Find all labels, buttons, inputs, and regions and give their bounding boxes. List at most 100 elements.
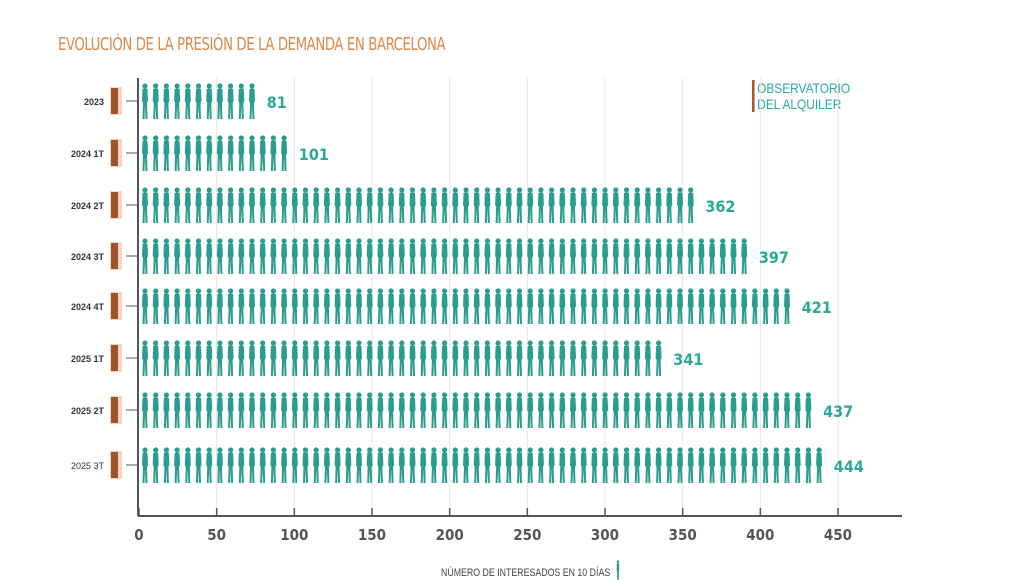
- person-mark: [259, 238, 266, 274]
- person-mark: [142, 238, 148, 274]
- person-mark: [142, 392, 148, 428]
- person-mark: [152, 288, 159, 324]
- person-mark: [537, 392, 544, 428]
- category-label: 2025 2T: [71, 406, 105, 416]
- person-mark: [302, 392, 309, 428]
- category-label: 2023: [84, 97, 104, 107]
- person-mark: [655, 392, 662, 428]
- person-mark: [762, 288, 769, 324]
- person-mark: [281, 135, 288, 171]
- person-mark: [420, 187, 427, 223]
- person-mark: [548, 288, 555, 324]
- person-mark: [302, 187, 309, 223]
- door-panel: [111, 293, 118, 319]
- person-mark: [174, 135, 181, 171]
- category-label: 2025 3T: [71, 461, 105, 471]
- person-mark: [216, 392, 223, 428]
- person-mark: [152, 135, 159, 171]
- person-mark: [323, 340, 330, 376]
- person-mark: [730, 288, 737, 324]
- person-mark: [677, 447, 683, 483]
- person-mark: [227, 187, 234, 223]
- person-mark: [634, 392, 641, 428]
- person-mark: [730, 447, 737, 483]
- person-mark: [313, 447, 320, 483]
- x-tick-label: 400: [746, 526, 774, 544]
- person-mark: [430, 447, 437, 483]
- person-mark: [559, 340, 566, 376]
- person-mark: [216, 340, 223, 376]
- person-mark: [623, 392, 630, 428]
- person-mark: [184, 392, 191, 428]
- category-label: 2024 3T: [71, 252, 105, 262]
- person-mark: [709, 447, 716, 483]
- observatorio-logo: OBSERVATORIO DEL ALQUILER: [752, 80, 850, 112]
- person-mark: [773, 447, 780, 483]
- person-mark: [377, 288, 384, 324]
- person-mark: [537, 187, 544, 223]
- person-mark: [463, 238, 469, 274]
- person-mark: [591, 187, 598, 223]
- person-mark: [709, 288, 716, 324]
- door-panel: [111, 243, 118, 269]
- door-panel: [111, 452, 118, 478]
- person-mark: [505, 447, 512, 483]
- person-mark: [463, 288, 469, 324]
- person-mark: [463, 447, 469, 483]
- x-tick-label: 200: [436, 526, 464, 544]
- person-mark: [516, 340, 523, 376]
- person-mark: [259, 340, 266, 376]
- person-mark: [163, 392, 170, 428]
- person-mark: [420, 392, 427, 428]
- person-mark: [441, 238, 448, 274]
- person-mark: [559, 187, 566, 223]
- person-mark: [195, 447, 202, 483]
- person-mark: [142, 187, 148, 223]
- person-mark: [174, 187, 181, 223]
- person-mark: [313, 238, 320, 274]
- person-mark: [334, 288, 341, 324]
- person-mark: [784, 392, 790, 428]
- person-mark: [709, 392, 716, 428]
- person-mark: [495, 238, 502, 274]
- person-mark: [152, 340, 159, 376]
- person-mark: [174, 392, 181, 428]
- person-mark: [612, 187, 619, 223]
- person-mark: [249, 447, 255, 483]
- chart-title: EVOLUCIÓN DE LA PRESIÓN DE LA DEMANDA EN…: [58, 34, 446, 55]
- person-mark: [216, 238, 223, 274]
- person-mark: [377, 238, 384, 274]
- person-mark: [409, 447, 416, 483]
- person-mark: [398, 392, 405, 428]
- person-mark: [323, 288, 330, 324]
- person-mark: [206, 187, 213, 223]
- person-mark: [163, 238, 170, 274]
- person-icon: [616, 560, 619, 580]
- person-mark: [259, 447, 266, 483]
- person-mark: [206, 135, 213, 171]
- person-mark: [698, 238, 705, 274]
- person-mark: [206, 392, 213, 428]
- person-mark: [452, 288, 459, 324]
- person-mark: [495, 187, 502, 223]
- person-mark: [591, 447, 598, 483]
- person-mark: [281, 447, 288, 483]
- person-mark: [227, 238, 234, 274]
- person-mark: [762, 447, 769, 483]
- person-mark: [356, 238, 362, 274]
- person-mark: [195, 135, 202, 171]
- person-mark: [784, 447, 790, 483]
- person-mark: [345, 392, 352, 428]
- person-mark: [227, 288, 234, 324]
- person-mark: [249, 135, 255, 171]
- person-mark: [623, 187, 630, 223]
- person-mark: [270, 340, 277, 376]
- person-mark: [184, 447, 191, 483]
- person-mark: [719, 447, 726, 483]
- person-mark: [677, 238, 683, 274]
- person-mark: [730, 238, 737, 274]
- person-mark: [570, 238, 576, 274]
- person-mark: [398, 447, 405, 483]
- person-mark: [805, 447, 812, 483]
- person-mark: [463, 392, 469, 428]
